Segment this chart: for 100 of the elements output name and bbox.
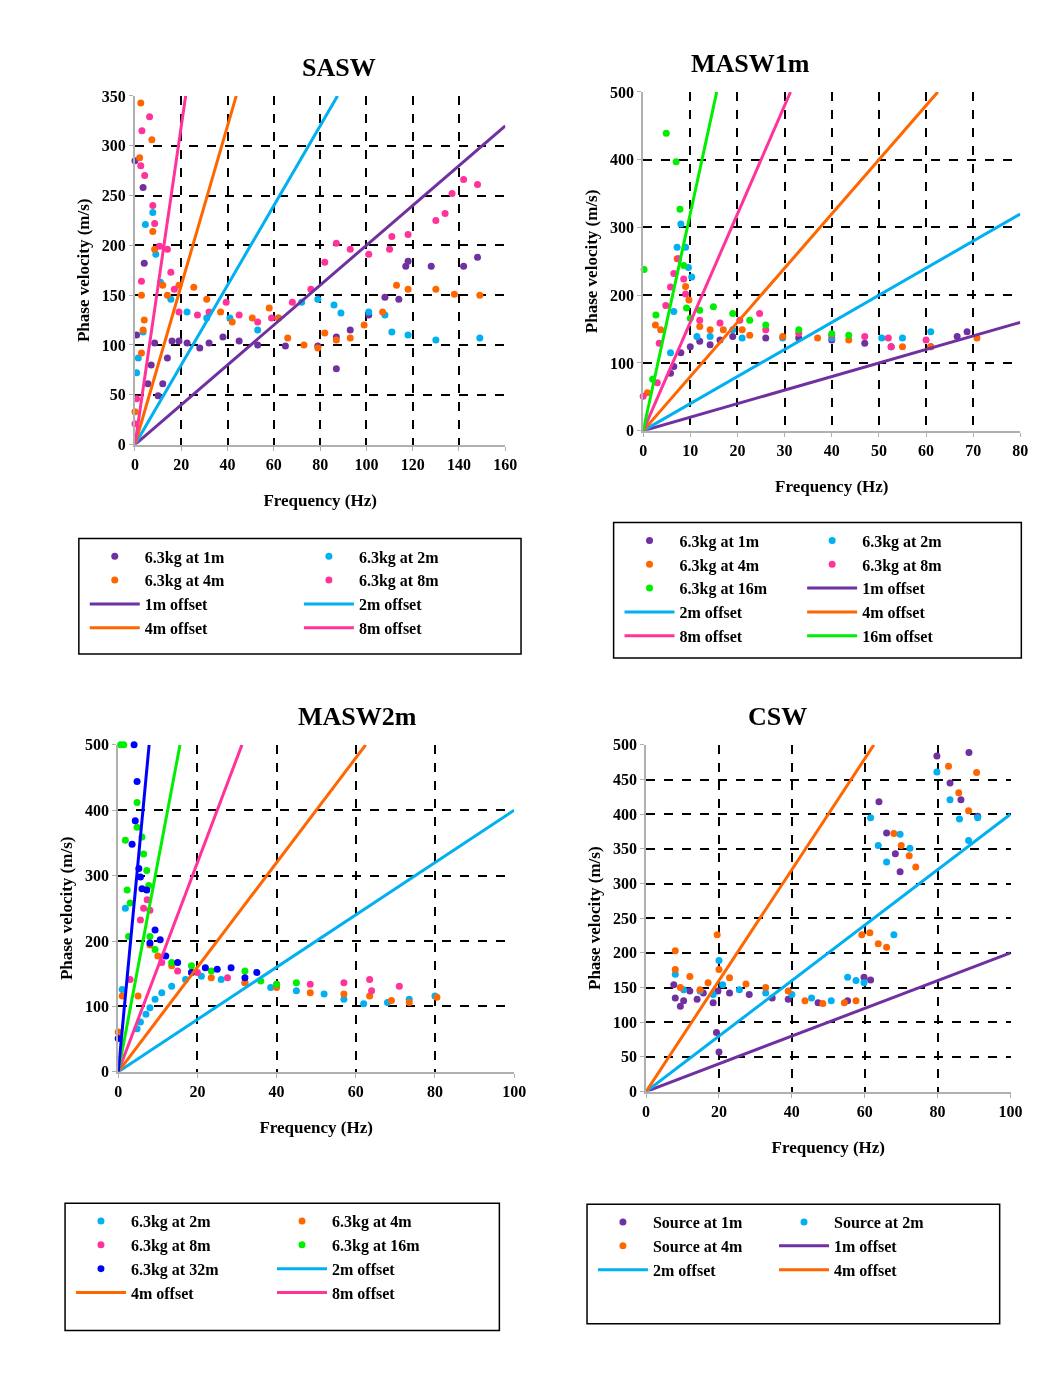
x-tick-label: 80	[426, 1083, 443, 1100]
y-tick-label: 100	[609, 354, 634, 372]
x-tick-label: 0	[642, 1102, 651, 1120]
y-tick-label: 50	[109, 386, 126, 404]
chart-title: SASW	[302, 53, 376, 82]
y-tick-label: 150	[101, 286, 126, 304]
y-tick-label: 200	[101, 236, 126, 254]
y-tick-label: 300	[609, 219, 634, 237]
legend-label: 4m offset	[834, 1261, 898, 1279]
legend-label: 1m offset	[862, 580, 926, 598]
y-tick-label: 250	[101, 187, 126, 205]
x-tick-label: 100	[354, 455, 379, 473]
chart-title: MASW1m	[691, 49, 810, 78]
x-tick-label: 30	[776, 441, 793, 459]
y-tick-label: 200	[612, 944, 637, 962]
y-tick-label: 450	[612, 771, 637, 789]
legend-label: 6.3kg at 4m	[332, 1213, 413, 1232]
y-tick-label: 300	[85, 867, 110, 885]
x-tick-label: 100	[998, 1102, 1023, 1120]
legend-label: 1m offset	[834, 1238, 898, 1256]
x-tick-label: 20	[710, 1102, 727, 1120]
y-tick-label: 400	[612, 805, 637, 823]
x-tick-label: 80	[929, 1102, 946, 1120]
legend-label: 6.3kg at 2m	[358, 548, 440, 567]
x-tick-label: 60	[856, 1102, 873, 1120]
x-axis-title: Frequency (Hz)	[775, 476, 889, 496]
legend-label: 6.3kg at 4m	[144, 572, 225, 591]
legend-label: 6.3kg at 1m	[144, 548, 225, 567]
legend-label: 8m offset	[358, 619, 423, 637]
legend-label: 8m offset	[332, 1284, 396, 1302]
legend-label: 2m offset	[652, 1261, 717, 1279]
y-axis-title: Phase velocity (m/s)	[57, 836, 77, 981]
y-tick-label: 150	[612, 979, 637, 997]
y-tick-label: 250	[612, 909, 637, 927]
y-tick-label: 0	[625, 422, 634, 440]
x-tick-label: 80	[1012, 441, 1029, 459]
legend-label: 6.3kg at 32m	[130, 1260, 220, 1279]
y-tick-label: 100	[101, 336, 126, 354]
y-tick-label: 100	[612, 1013, 637, 1031]
x-tick-label: 10	[682, 441, 699, 459]
legend-label: 6.3kg at 1m	[679, 532, 760, 551]
chart-title: CSW	[748, 702, 808, 731]
legend-label: 4m offset	[144, 619, 209, 637]
x-tick-label: 60	[347, 1083, 364, 1100]
legend-label: 6.3kg at 8m	[358, 572, 440, 591]
x-tick-label: 20	[189, 1083, 206, 1100]
chart-title: MASW2m	[298, 702, 417, 731]
legend-label: 16m offset	[862, 627, 934, 645]
y-tick-label: 50	[620, 1048, 637, 1066]
x-tick-label: 60	[918, 441, 935, 459]
x-axis-title: Frequency (Hz)	[771, 1137, 886, 1157]
x-tick-label: 0	[639, 441, 648, 459]
x-tick-label: 50	[870, 441, 887, 459]
legend-label: Source at 2m	[834, 1214, 925, 1232]
legend-label: Source at 1m	[652, 1214, 744, 1232]
x-tick-label: 120	[400, 455, 425, 473]
legend-label: 2m offset	[679, 604, 743, 622]
x-tick-label: 60	[265, 455, 282, 473]
x-tick-label: 70	[965, 441, 982, 459]
legend-label: 6.3kg at 16m	[332, 1237, 421, 1256]
legend-label: 6.3kg at 16m	[679, 580, 768, 599]
y-tick-label: 300	[612, 875, 637, 893]
legend-label: 6.3kg at 8m	[862, 556, 943, 575]
x-tick-label: 40	[219, 455, 236, 473]
y-axis-title: Phase velocity (m/s)	[584, 846, 604, 990]
y-tick-label: 400	[85, 801, 110, 819]
x-tick-label: 100	[502, 1083, 527, 1100]
x-tick-label: 40	[823, 441, 840, 459]
y-tick-label: 500	[612, 736, 637, 754]
legend-label: 8m offset	[679, 627, 743, 645]
y-tick-label: 300	[101, 137, 126, 155]
legend-label: 1m offset	[144, 596, 209, 614]
legend-label: 2m offset	[358, 596, 423, 614]
y-tick-label: 200	[609, 286, 634, 304]
y-tick-label: 350	[101, 87, 126, 105]
y-tick-label: 400	[609, 151, 634, 169]
y-axis-title: Phase velocity (m/s)	[73, 198, 93, 343]
x-tick-label: 160	[493, 455, 518, 473]
x-tick-label: 40	[268, 1083, 285, 1100]
legend-label: 4m offset	[862, 604, 926, 622]
legend-label: Source at 4m	[652, 1238, 744, 1256]
legend-label: 2m offset	[332, 1260, 396, 1278]
x-tick-label: 40	[783, 1102, 800, 1120]
x-tick-label: 0	[130, 455, 139, 473]
x-tick-label: 80	[312, 455, 329, 473]
y-tick-label: 200	[85, 932, 110, 950]
y-tick-label: 350	[612, 840, 637, 858]
legend-label: 6.3kg at 8m	[130, 1237, 212, 1256]
x-axis-title: Frequency (Hz)	[259, 1117, 373, 1137]
x-tick-label: 140	[446, 455, 471, 473]
legend-label: 6.3kg at 4m	[679, 556, 760, 575]
legend-label: 4m offset	[130, 1284, 195, 1302]
x-axis-title: Frequency (Hz)	[263, 490, 377, 510]
y-tick-label: 0	[101, 1063, 110, 1081]
legend-label: 6.3kg at 2m	[862, 532, 943, 551]
y-tick-label: 100	[85, 998, 110, 1016]
x-tick-label: 20	[173, 455, 190, 473]
y-axis-title: Phase velocity (m/s)	[582, 189, 602, 334]
y-tick-label: 500	[85, 736, 110, 754]
x-tick-label: 20	[729, 441, 746, 459]
